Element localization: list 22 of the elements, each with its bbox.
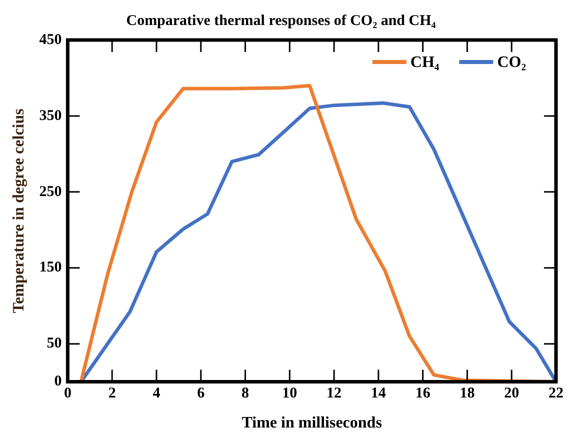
y-tick-label: 350 xyxy=(39,108,62,124)
x-tick-label: 16 xyxy=(415,386,431,402)
x-tick-label: 14 xyxy=(370,386,386,402)
chart-title: Comparative thermal responses of CO₂ and CH₄ xyxy=(126,12,436,29)
x-tick-label: 4 xyxy=(152,386,161,402)
x-tick-label: 10 xyxy=(282,386,298,402)
y-axis-title: Temperature in degree celcius xyxy=(10,108,28,314)
x-tick-label: 6 xyxy=(197,386,206,402)
x-tick-label: 18 xyxy=(460,386,475,402)
x-tick-label: 8 xyxy=(242,386,250,402)
y-tick-label: 250 xyxy=(39,184,62,200)
x-tick-label: 2 xyxy=(108,386,116,402)
y-tick-label: 50 xyxy=(46,336,62,352)
y-tick-label: 0 xyxy=(54,374,62,390)
y-tick-label: 150 xyxy=(39,260,62,276)
x-tick-label: 22 xyxy=(548,386,564,402)
x-axis-title: Time in milliseconds xyxy=(242,414,382,432)
x-tick-label: 20 xyxy=(504,386,520,402)
x-tick-label: 12 xyxy=(326,386,342,402)
y-tick-label: 450 xyxy=(39,32,62,48)
legend-label: CO₂ xyxy=(497,54,526,72)
legend-label: CH₄ xyxy=(410,54,440,72)
